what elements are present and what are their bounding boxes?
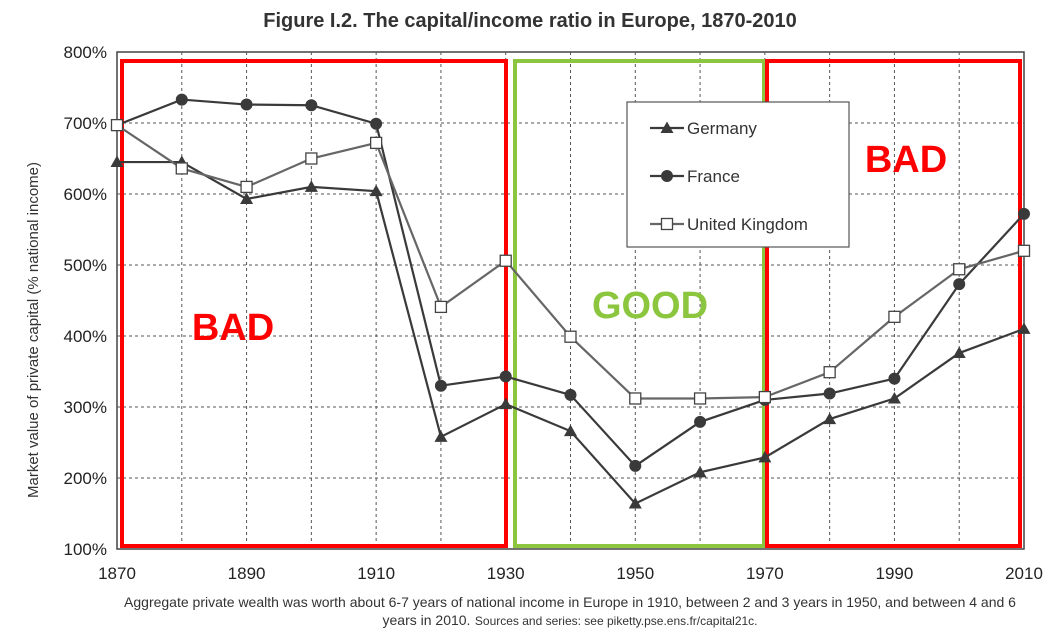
data-point-france [175,93,188,106]
y-tick-label: 400% [64,327,107,346]
y-tick-label: 500% [64,256,107,275]
data-point-germany [693,465,707,478]
series-germany [110,155,1031,509]
x-tick-label: 1950 [616,564,654,583]
y-tick-label: 300% [64,398,107,417]
data-point-united-kingdom [693,392,707,405]
period-annotations: BAD GOOD BAD [120,59,1022,548]
data-point-germany [628,497,642,509]
data-point-germany [823,412,837,425]
data-point-united-kingdom [823,366,836,379]
data-point-france [953,278,966,291]
y-axis-ticks: 100% 200% 300% 400% 500% 600% 700% 800% [64,43,107,559]
legend: Germany France United Kingdom [626,101,850,248]
y-tick-label: 100% [64,540,107,559]
annotation-label-good: GOOD [592,285,708,327]
data-series [110,93,1031,509]
data-point-united-kingdom [175,162,188,175]
data-point-united-kingdom [758,390,772,404]
data-point-germany [434,430,448,442]
data-point-france [240,98,253,111]
x-tick-label: 1930 [487,564,525,583]
data-point-france [370,117,383,130]
y-tick-label: 600% [64,185,107,204]
x-tick-label: 1910 [357,564,395,583]
data-point-germany [887,391,901,404]
data-point-united-kingdom [305,152,318,165]
annotation-box-bad [120,59,508,548]
data-point-germany [564,424,577,437]
legend-marker-united-kingdom [660,217,674,231]
data-point-germany [952,346,966,359]
capital-income-chart: Figure I.2. The capital/income ratio in … [25,10,1043,583]
x-tick-label: 1970 [746,564,784,583]
y-tick-label: 800% [64,43,107,62]
data-point-united-kingdom [240,180,253,194]
y-tick-label: 200% [64,469,107,488]
data-point-united-kingdom [434,300,448,314]
annotation-box-bad [765,59,1022,548]
data-point-france [1018,207,1030,220]
x-tick-label: 1990 [876,564,914,583]
data-point-germany [758,450,772,463]
data-point-france [305,99,318,112]
data-point-france [888,372,901,385]
data-point-germany [1017,322,1031,334]
legend-label-france: France [687,167,740,186]
x-axis-ticks: 1870 1890 1910 1930 1950 1970 1990 2010 [98,564,1043,583]
annotation-label-bad: BAD [192,307,274,349]
data-point-united-kingdom [629,392,642,405]
annotation-label-bad: BAD [865,139,947,181]
data-point-united-kingdom [888,310,901,323]
data-point-france [499,370,512,383]
y-axis-label: Market value of private capital (% natio… [25,162,42,498]
legend-marker-france [661,170,673,182]
data-point-germany [369,184,383,197]
data-point-france [434,379,447,392]
data-point-france [629,459,642,472]
legend-label-germany: Germany [687,119,757,138]
annotation-box-good [513,59,766,548]
caption-source: Sources and series: see piketty.pse.ens.… [474,614,758,628]
data-point-france [694,415,707,428]
y-tick-label: 700% [64,114,107,133]
data-point-united-kingdom [369,136,383,150]
x-tick-label: 1870 [98,564,136,583]
series-united-kingdom [110,118,1031,405]
legend-marker-germany [660,121,674,133]
caption-text: Aggregate private wealth was worth about… [124,594,1016,628]
grid-lines [117,52,1024,549]
data-point-united-kingdom [499,254,512,267]
data-point-united-kingdom [953,263,966,276]
data-point-germany [499,397,513,410]
data-point-germany [240,192,254,204]
x-tick-label: 2010 [1005,564,1043,583]
data-point-united-kingdom [110,118,124,132]
data-point-france [823,387,836,400]
data-point-france [564,388,577,401]
data-point-germany [304,180,318,192]
data-point-united-kingdom [564,330,577,343]
x-tick-label: 1890 [228,564,266,583]
chart-title: Figure I.2. The capital/income ratio in … [263,10,797,32]
data-point-united-kingdom [1017,244,1031,257]
legend-label-united-kingdom: United Kingdom [687,215,808,234]
data-point-germany [110,155,124,168]
figure-caption: Aggregate private wealth was worth about… [120,594,1020,630]
